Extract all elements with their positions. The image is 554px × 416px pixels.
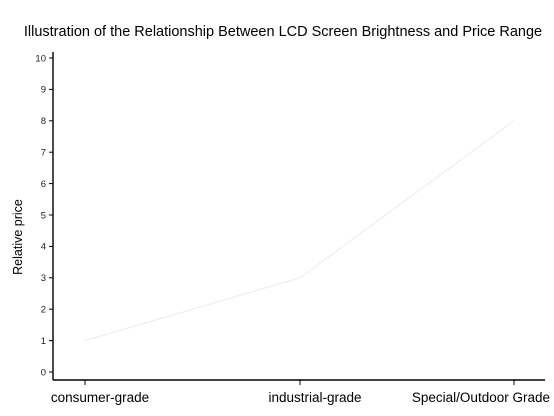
y-tick-label: 4: [41, 242, 46, 253]
x-tick-label: Special/Outdoor Grade: [412, 390, 550, 405]
y-tick-label: 10: [35, 53, 46, 64]
y-tick-label: 8: [41, 116, 46, 127]
y-tick-label: 5: [41, 210, 46, 221]
x-tick-label: consumer-grade: [51, 390, 149, 405]
x-tick-label: industrial-grade: [268, 390, 361, 405]
series-layer: [84, 120, 515, 342]
y-tick-label: 7: [41, 148, 46, 159]
y-tick-label: 0: [41, 367, 46, 378]
data-point: [513, 120, 515, 122]
y-tick-label: 2: [41, 305, 46, 316]
chart-title: Illustration of the Relationship Between…: [24, 24, 542, 40]
y-tick-label: 9: [41, 85, 46, 96]
data-point: [299, 277, 301, 279]
y-axis-title: Relative price: [11, 199, 25, 275]
y-tick-label: 6: [41, 179, 46, 190]
x-ticks: consumer-grade industrial-grade Special/Ou…: [51, 380, 550, 405]
series-line: [84, 120, 515, 342]
data-point: [84, 339, 86, 342]
y-tick-label: 3: [41, 273, 46, 284]
y-ticks: 0 1 2 3 4 5 6 7 8 9 10: [35, 53, 53, 378]
y-tick-label: 1: [41, 336, 46, 347]
